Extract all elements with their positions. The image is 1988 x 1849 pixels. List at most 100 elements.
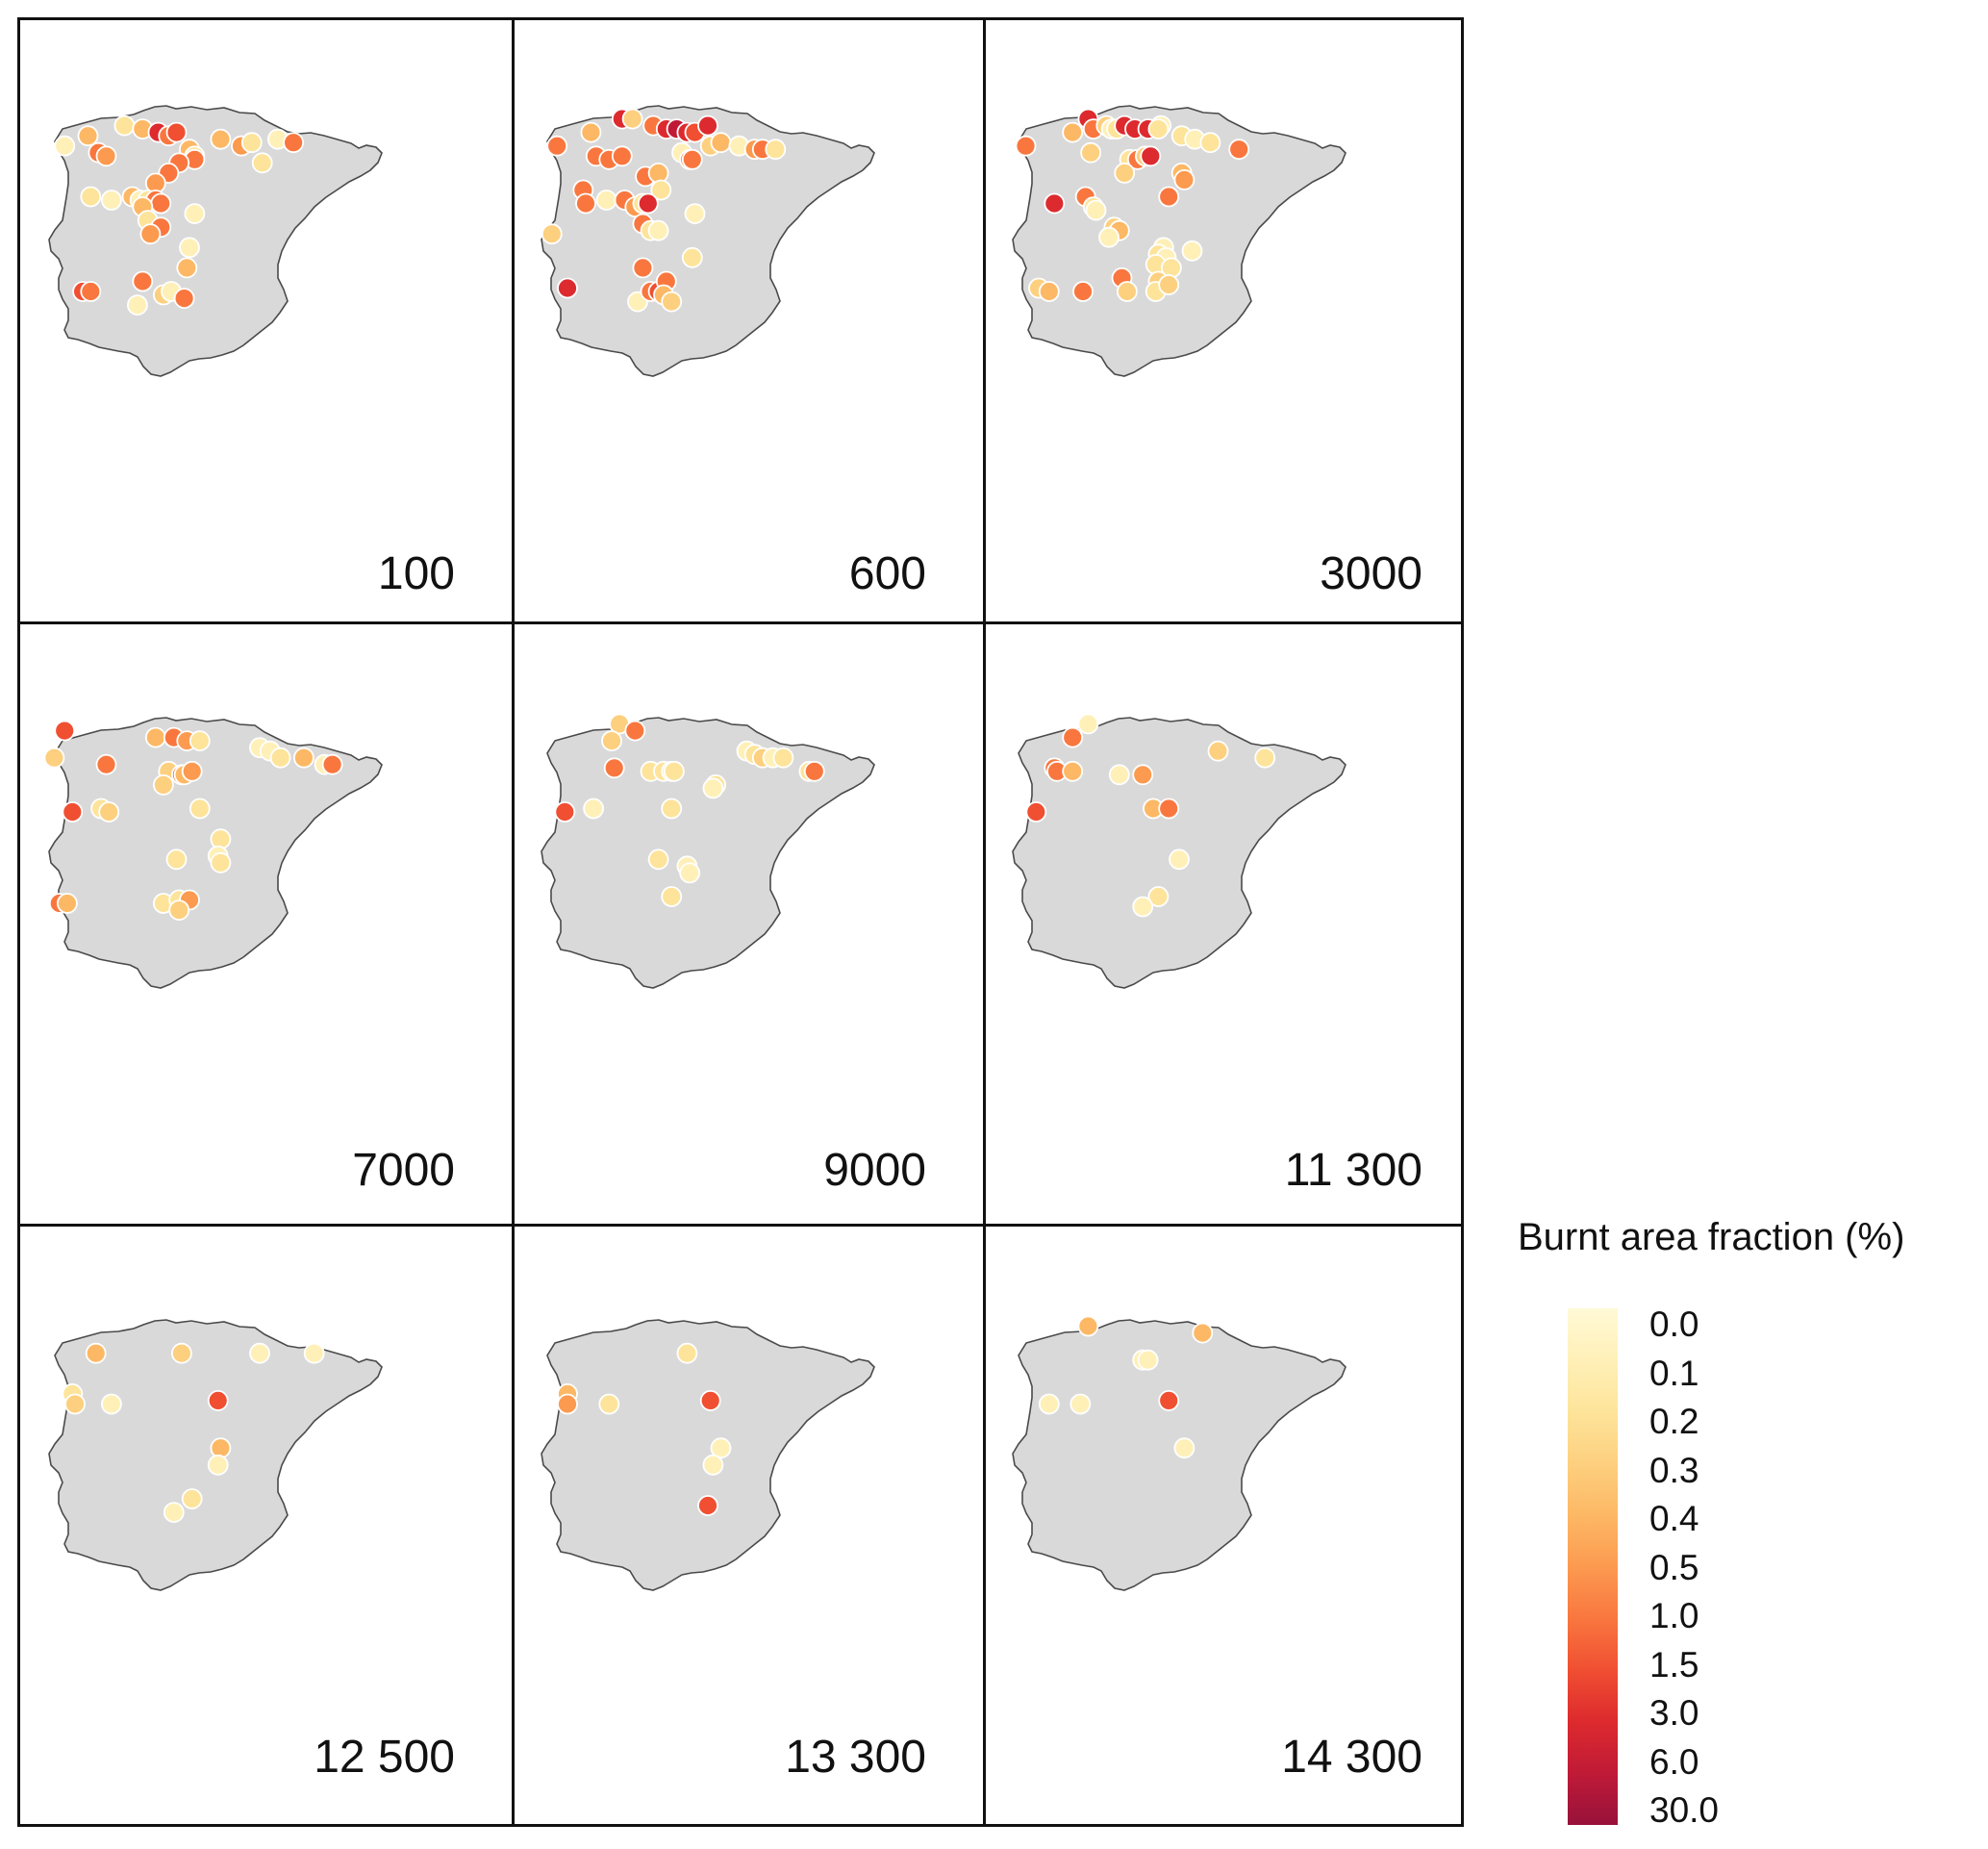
site-marker: [1192, 1322, 1214, 1344]
site-marker: [1077, 713, 1099, 735]
site-marker: [684, 203, 706, 225]
site-marker: [663, 760, 685, 782]
map-grid: 100 600 3000 7000 9000 11 300 12 500 13 300 14 3…: [17, 17, 1464, 1827]
legend-tick-label: 0.1: [1649, 1353, 1699, 1393]
site-marker: [168, 899, 190, 922]
site-marker: [647, 162, 669, 184]
map-svg: [48, 1319, 383, 1591]
site-marker: [1173, 168, 1195, 190]
site-marker: [1228, 139, 1250, 161]
site-marker: [702, 1454, 724, 1476]
site-marker: [189, 798, 211, 820]
map-svg: [1012, 1315, 1346, 1591]
map-panel: 12 500: [20, 1225, 513, 1824]
panel-age-label: 11 300: [1284, 1145, 1422, 1196]
legend-tick-label: 0.4: [1649, 1499, 1699, 1538]
site-marker: [54, 135, 76, 157]
site-marker: [621, 108, 643, 130]
site-marker: [601, 730, 622, 751]
panel-age-label: 14 300: [1281, 1732, 1422, 1783]
site-marker: [152, 773, 174, 796]
site-marker: [64, 1393, 86, 1415]
site-marker: [541, 223, 563, 245]
site-marker: [1015, 135, 1037, 157]
site-marker: [699, 1389, 721, 1411]
site-marker: [710, 132, 732, 154]
site-marker: [1158, 798, 1180, 820]
site-marker: [611, 145, 633, 167]
site-marker: [165, 849, 188, 871]
panel-divider: [983, 20, 986, 1824]
site-marker: [1158, 1389, 1180, 1411]
site-marker: [62, 801, 84, 823]
site-marker: [95, 753, 117, 775]
site-marker: [546, 135, 568, 157]
site-marker: [580, 121, 602, 143]
site-marker: [292, 747, 315, 769]
site-marker: [98, 801, 120, 823]
site-marker: [765, 139, 787, 161]
site-marker: [661, 886, 683, 907]
site-marker: [1069, 1393, 1092, 1415]
site-marker: [321, 753, 343, 775]
site-marker: [650, 179, 672, 201]
site-marker: [210, 828, 232, 850]
site-marker: [150, 192, 172, 215]
legend-tick-label: 0.5: [1649, 1547, 1699, 1587]
site-marker: [702, 777, 724, 799]
site-marker: [554, 801, 576, 823]
site-marker: [1077, 1315, 1099, 1337]
site-marker: [575, 192, 596, 215]
site-marker: [127, 294, 148, 317]
site-marker: [681, 246, 703, 268]
site-marker: [165, 121, 188, 143]
site-marker: [57, 893, 78, 914]
panel-age-label: 100: [377, 548, 455, 599]
map-panel: 11 300: [984, 622, 1461, 1225]
site-marker: [647, 219, 669, 241]
iberia-landmass: [541, 717, 875, 989]
map-svg: [541, 105, 875, 377]
map-panel: 14 300: [984, 1225, 1461, 1824]
site-marker: [210, 128, 232, 150]
site-marker: [173, 288, 195, 310]
site-marker: [1132, 896, 1154, 918]
map-panel: 3000: [984, 20, 1461, 622]
site-marker: [176, 257, 198, 279]
site-marker: [583, 798, 604, 820]
site-marker: [681, 148, 703, 170]
site-marker: [1044, 192, 1066, 215]
site-marker: [557, 1393, 578, 1415]
legend-title: Burnt area fraction (%): [1518, 1216, 1905, 1258]
site-marker: [1062, 121, 1084, 143]
site-marker: [1140, 145, 1162, 167]
site-marker: [1147, 886, 1170, 907]
legend-tick-label: 0.0: [1649, 1304, 1699, 1344]
site-marker: [557, 277, 578, 299]
site-marker: [95, 145, 117, 167]
panel-age-label: 3000: [1320, 548, 1422, 599]
site-marker: [144, 726, 166, 748]
site-marker: [624, 720, 646, 742]
site-marker: [207, 1454, 229, 1476]
legend-tick-label: 30.0: [1649, 1790, 1720, 1830]
site-marker: [772, 747, 794, 769]
site-marker: [184, 203, 206, 225]
site-marker: [1137, 1349, 1159, 1371]
panel-age-label: 9000: [823, 1145, 926, 1196]
site-marker: [1025, 801, 1047, 823]
iberia-landmass: [541, 1319, 875, 1591]
site-marker: [77, 125, 99, 147]
site-marker: [1108, 764, 1130, 786]
site-marker: [1072, 281, 1094, 302]
site-marker: [598, 1393, 620, 1415]
site-marker: [1116, 281, 1138, 302]
site-marker: [1038, 1393, 1060, 1415]
site-marker: [697, 114, 718, 137]
site-marker: [240, 132, 263, 154]
site-marker: [647, 849, 669, 871]
site-marker: [269, 747, 291, 769]
site-marker: [283, 132, 305, 154]
legend-tick-label: 3.0: [1649, 1693, 1699, 1733]
site-marker: [113, 114, 136, 137]
